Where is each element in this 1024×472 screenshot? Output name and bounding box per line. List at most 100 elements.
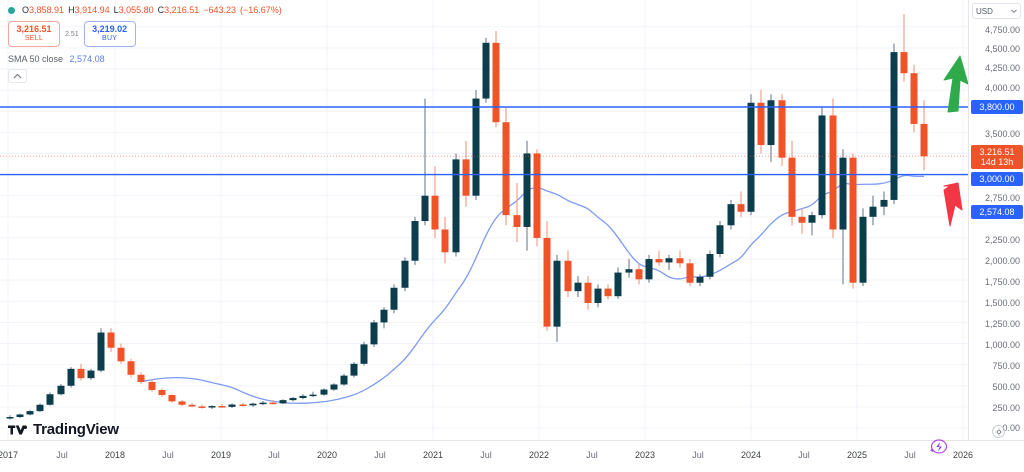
candle (839, 157, 847, 230)
collapse-legend-button[interactable] (8, 69, 27, 83)
candle (87, 370, 95, 379)
candle (553, 260, 561, 327)
candle (6, 417, 14, 419)
time-axis[interactable]: 2017 Jul 2018 Jul 2019 Jul 2020 Jul 2021 Jul 2022 J… (0, 440, 1024, 472)
candle (67, 368, 75, 386)
sell-button[interactable]: 3,216.51 SELL (8, 21, 60, 47)
candle (798, 216, 806, 223)
candle (218, 406, 226, 408)
buy-label: BUY (101, 35, 118, 42)
price-tick: 4,750.00 (984, 25, 1020, 35)
candle (818, 115, 826, 216)
candle (829, 115, 837, 230)
candle (228, 404, 236, 407)
candle (890, 52, 898, 200)
candle (472, 98, 480, 196)
buy-button[interactable]: 3,219.02 BUY (83, 21, 136, 47)
candle (249, 403, 257, 406)
candle (411, 221, 419, 261)
candle (849, 157, 857, 283)
candle (117, 347, 125, 362)
price-tick: 500.00 (992, 382, 1020, 392)
support-line-badge[interactable]: 3,000.00 (971, 172, 1023, 186)
candle (543, 237, 551, 327)
change-percent: (−16.67%) (240, 5, 282, 15)
candle (168, 395, 176, 402)
candle (676, 258, 684, 264)
tradingview-logo-icon (8, 424, 27, 434)
candle (330, 384, 338, 390)
sell-price: 3,216.51 (16, 24, 52, 34)
candle (523, 153, 531, 227)
chart-legend: O3,858.91 H3,914.94 L3,055.80 C3,216.51 … (8, 4, 282, 83)
candle (148, 381, 156, 390)
price-tick: 1,000.00 (984, 340, 1020, 350)
candle (564, 260, 572, 292)
low-value: 3,055.80 (118, 5, 154, 15)
candle (880, 199, 888, 207)
candle (360, 344, 368, 364)
candle (137, 374, 145, 382)
candle (696, 276, 704, 283)
candle (594, 288, 602, 303)
candle (299, 395, 307, 399)
time-tick: Jul (798, 450, 810, 460)
candle (686, 263, 694, 283)
candle (208, 406, 216, 408)
high-label: H3,914.94 (68, 5, 110, 15)
open-value: 3,858.91 (29, 5, 65, 15)
badge-price: 3,000.00 (979, 174, 1015, 184)
price-tick: 4,000.00 (984, 83, 1020, 93)
candle (107, 332, 115, 348)
price-axis[interactable]: USD 4,750.00 4,500.00 4,250.00 4,000.00 3,50… (968, 0, 1024, 454)
sma-value: 2,574.08 (69, 54, 105, 64)
candle (259, 402, 267, 405)
time-tick: Jul (56, 450, 68, 460)
candle (604, 288, 612, 297)
candle (350, 363, 358, 376)
badge-countdown: 14d 13h (980, 157, 1014, 167)
badge-price: 2,574.08 (979, 207, 1015, 217)
candle (198, 406, 206, 408)
candle (737, 204, 745, 212)
sma-price-badge[interactable]: 2,574.08 (971, 205, 1023, 219)
candle (808, 215, 816, 223)
price-tick: 750.00 (992, 361, 1020, 371)
candle (452, 159, 460, 253)
price-tick: 250.00 (992, 403, 1020, 413)
currency-selector[interactable]: USD (972, 3, 1021, 19)
candle-series (6, 14, 928, 420)
tradingview-logo-text: TradingView (33, 421, 119, 438)
resistance-line-badge[interactable]: 3,800.00 (971, 100, 1023, 114)
candle (97, 332, 105, 371)
candle (574, 282, 582, 292)
candle (421, 195, 429, 222)
candle (178, 401, 186, 405)
badge-price: 3,800.00 (979, 102, 1015, 112)
ai-sparkle-icon-svg (929, 439, 948, 454)
candle (788, 157, 796, 217)
candle (401, 260, 409, 288)
candle (370, 322, 378, 345)
ai-sparkle-lightning-icon[interactable] (927, 438, 949, 456)
candle (431, 195, 439, 230)
gear-icon-svg (994, 427, 1003, 436)
bearish-arrow-icon (943, 182, 963, 227)
candle (869, 206, 877, 217)
high-value: 3,914.94 (74, 5, 110, 15)
candle (158, 389, 166, 396)
sma-legend-row[interactable]: SMA 50 close 2,574.08 (8, 53, 282, 65)
candle (279, 400, 287, 404)
time-tick: 2019 (210, 450, 232, 460)
gear-icon[interactable] (992, 425, 1005, 438)
price-tick: 3,500.00 (984, 129, 1020, 139)
spread-value: 2.51 (65, 30, 79, 38)
price-tick: 2,750.00 (984, 193, 1020, 203)
candle (309, 394, 317, 397)
candle (757, 102, 765, 146)
chart-plot-area[interactable] (0, 0, 968, 440)
time-tick: Jul (904, 450, 916, 460)
current-price-badge[interactable]: 3,216.51 14d 13h (971, 145, 1023, 169)
candle (239, 404, 247, 407)
